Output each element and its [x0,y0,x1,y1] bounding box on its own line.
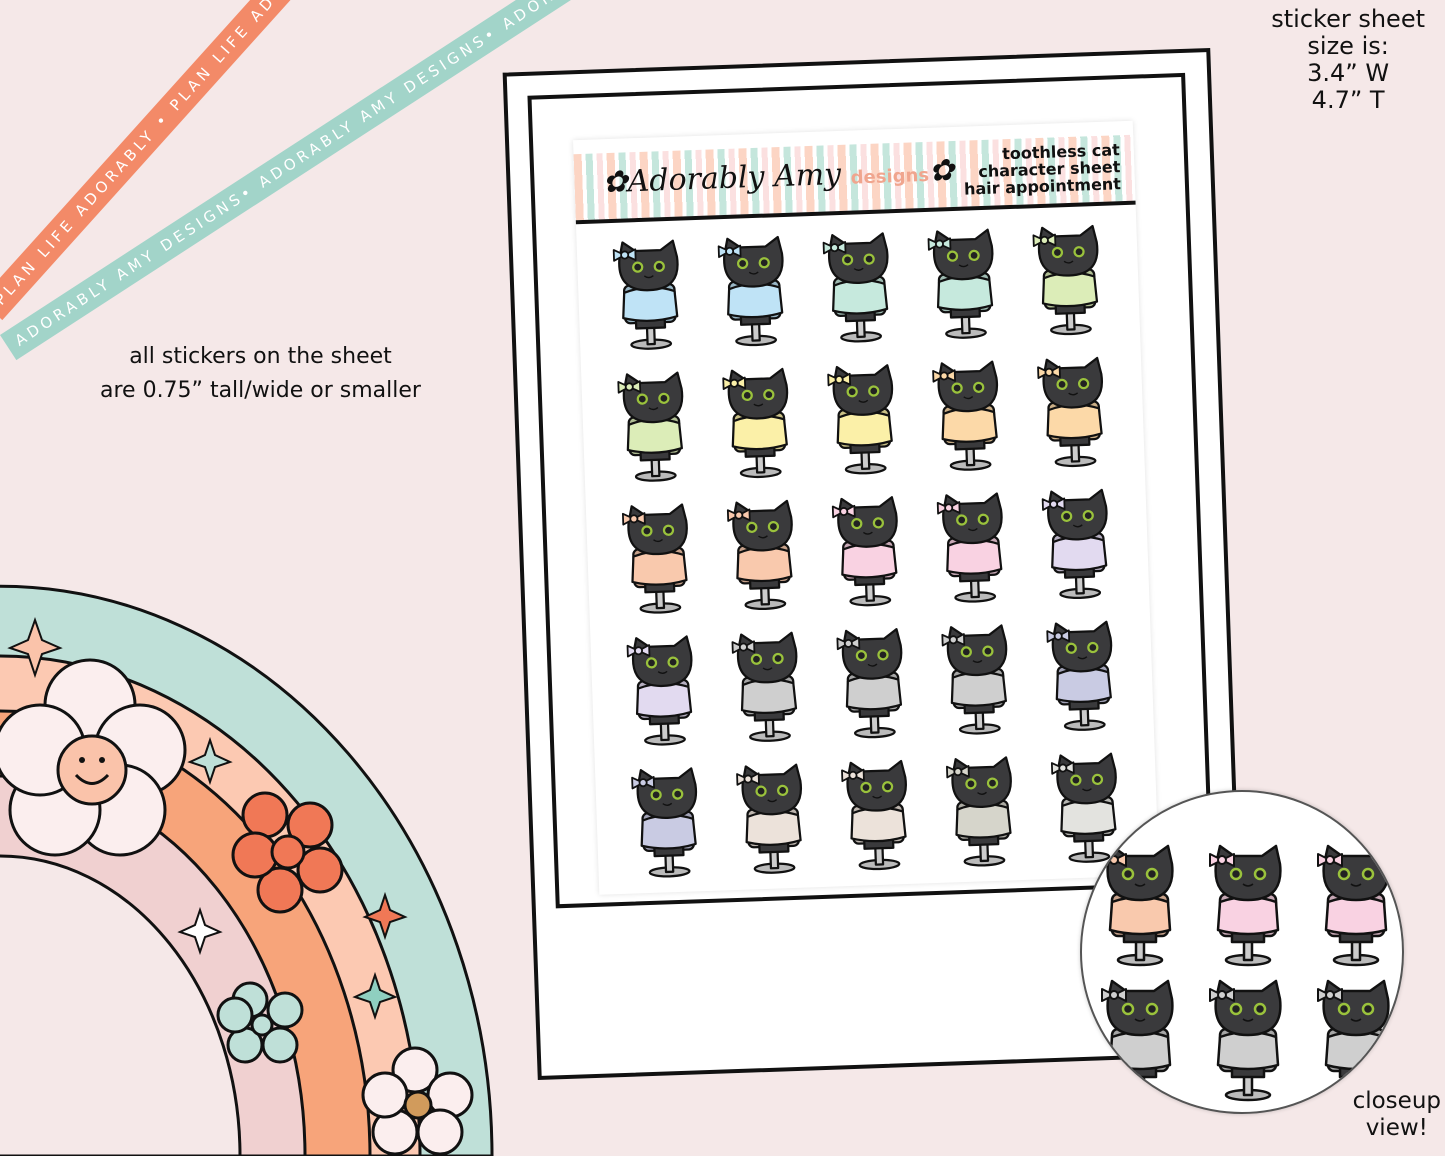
cat-sticker [699,226,809,362]
sticker-sheet: ✿Adorably Amy designs✿ toothless cat cha… [573,120,1160,895]
cat-sticker [818,618,928,754]
polaroid-frame: ✿Adorably Amy designs✿ toothless cat cha… [502,47,1246,1081]
cat-sticker [1032,743,1142,879]
cat-sticker [608,626,718,762]
cat-salon-chair-icon [630,767,697,878]
rainbow-illustration [0,584,494,1156]
sheet-header: ✿Adorably Amy designs✿ toothless cat cha… [573,134,1136,225]
cat-sticker [604,494,714,630]
cat-salon-chair-icon [927,228,993,339]
sheet-title: toothless cat character sheet hair appoi… [963,140,1122,199]
cat-sticker-closeup [1209,844,1282,967]
cat-sticker-closeup [1101,979,1174,1102]
orange-flower-icon [231,791,344,914]
cat-sticker [1014,215,1124,351]
cat-sticker-closeup [1317,979,1390,1102]
cat-sticker [914,351,1024,487]
cat-salon-chair-icon [1032,224,1098,336]
sparkle-icon [7,616,408,1021]
title-line: hair appointment [963,174,1122,199]
cat-salon-chair-icon [735,763,802,874]
cat-sticker [613,758,723,894]
cat-salon-chair-icon [826,364,893,475]
size-width: 3.4” W [1307,59,1390,87]
brand-logo: ✿Adorably Amy designs✿ [601,152,955,201]
cat-salon-chair-icon [1036,356,1103,468]
info-line: are 0.75” tall/wide or smaller [100,378,421,403]
cat-salon-chair-icon [1041,488,1108,600]
cat-sticker [704,358,814,494]
cat-salon-chair-icon [822,232,889,343]
photo-area: ✿Adorably Amy designs✿ toothless cat cha… [527,72,1214,909]
cat-sticker [813,486,923,622]
cat-salon-chair-icon [721,367,788,479]
cat-salon-chair-icon [931,360,998,471]
cat-sticker-closeup [1101,844,1174,967]
cat-sticker [599,362,709,498]
cat-salon-chair-icon [726,499,793,611]
white-flower-icon [361,1046,474,1156]
cat-salon-chair-icon [835,628,902,739]
size-line: sticker sheet [1271,5,1425,33]
cat-salon-chair-icon [936,492,1003,603]
cat-sticker [713,622,823,758]
cat-salon-chair-icon [731,631,797,742]
cat-sticker-closeup [1317,844,1390,967]
cat-sticker [1023,479,1133,615]
closeup-line: closeup [1352,1088,1441,1114]
cat-sticker [923,615,1033,751]
cat-salon-chair-icon [717,235,784,347]
cat-salon-chair-icon [831,496,898,607]
cat-sticker [823,750,933,886]
cat-salon-chair-icon [1045,620,1112,731]
cat-salon-chair-icon [1050,752,1117,863]
closeup-label: closeup view! [1353,1088,1441,1142]
cat-sticker [928,747,1038,883]
cat-sticker [918,483,1028,619]
cat-salon-chair-icon [940,624,1007,735]
cat-salon-chair-icon [612,239,679,350]
teal-flower-icon [216,981,304,1064]
cat-sticker [809,354,919,490]
info-line: all stickers on the sheet [129,344,392,369]
smiley-flower-icon [0,658,187,857]
size-line: size is: [1307,32,1389,60]
cat-sticker [909,219,1019,355]
cat-sticker-closeup [1209,979,1282,1102]
cat-salon-chair-icon [945,756,1012,867]
cat-sticker [1028,611,1138,747]
sticker-grid [594,215,1142,893]
logo-word: designs [850,164,930,189]
sticker-size-info: all stickers on the sheet are 0.75” tall… [100,340,421,408]
cat-sticker [804,223,914,359]
cat-salon-chair-icon [616,371,683,482]
ribbon-plan-life-adorably: PLAN LIFE ADORABLY • PLAN LIFE ADORABLY … [0,0,509,321]
size-height: 4.7” T [1311,86,1385,114]
cat-sticker [718,754,828,890]
closeup-line: view! [1365,1115,1428,1141]
closeup-view [1080,790,1404,1114]
cat-sticker [708,490,818,626]
logo-script: Adorably Amy [627,156,842,200]
cat-salon-chair-icon [621,503,688,614]
cat-sticker [1019,347,1129,483]
sheet-size-info: sticker sheet size is: 3.4” W 4.7” T [1271,6,1425,114]
cat-salon-chair-icon [626,635,693,746]
cat-sticker [594,230,704,366]
cat-salon-chair-icon [840,759,907,871]
